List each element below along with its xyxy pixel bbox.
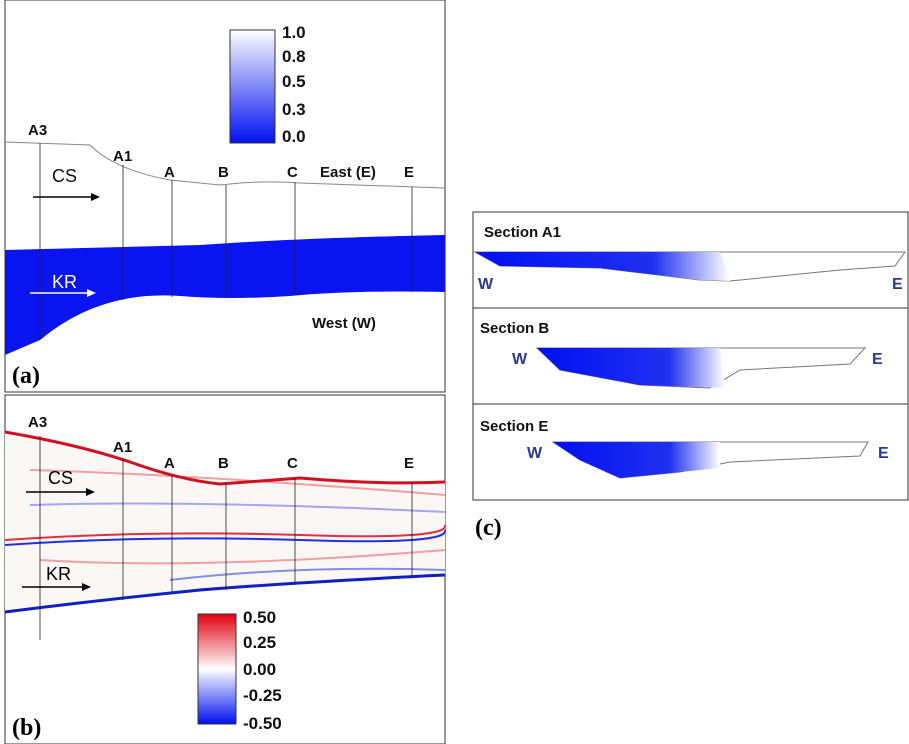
colorbar-label: 0.25 <box>243 633 276 652</box>
colorbar-label: 0.50 <box>243 608 276 627</box>
section-label: A <box>164 455 175 472</box>
section-label: A1 <box>113 439 132 456</box>
colorbar <box>230 30 275 143</box>
colorbar-label: 0.3 <box>282 100 306 119</box>
colorbar-label: 0.0 <box>282 127 306 146</box>
section-label: A <box>164 164 175 181</box>
west-label: W <box>512 351 528 368</box>
colorbar-label: -0.50 <box>243 714 282 733</box>
east-label: E <box>872 351 883 368</box>
section-label: E <box>404 164 414 181</box>
panel-label: (c) <box>475 515 502 541</box>
section-label: A3 <box>28 414 47 431</box>
colorbar <box>198 614 236 724</box>
panel-label: (b) <box>12 715 41 741</box>
west-label: W <box>527 445 543 462</box>
section-label: C <box>287 164 298 181</box>
colorbar-label: 0.00 <box>243 660 276 679</box>
colorbar-label: -0.25 <box>243 686 282 705</box>
section-title: Section E <box>480 418 548 435</box>
figure: 1.0 0.8 0.5 0.3 0.0 A3 A1 A B C East (E) E CS KR We… <box>0 0 909 744</box>
colorbar-label: 0.8 <box>282 47 306 66</box>
panel-label: (a) <box>12 363 40 389</box>
section-label: C <box>287 455 298 472</box>
west-label: W <box>478 276 494 293</box>
flow-label: KR <box>46 564 71 584</box>
section-label: B <box>218 455 229 472</box>
flow-label: KR <box>52 272 77 292</box>
east-label: E <box>892 276 903 293</box>
flow-label: CS <box>48 468 73 488</box>
section-label: East (E) <box>320 164 376 181</box>
section-label: E <box>404 455 414 472</box>
section-label: B <box>218 164 229 181</box>
side-label: West (W) <box>312 315 376 332</box>
section-title: Section A1 <box>484 224 561 241</box>
colorbar-label: 1.0 <box>282 23 306 42</box>
section-label: A3 <box>28 122 47 139</box>
east-label: E <box>878 445 889 462</box>
section-title: Section B <box>480 320 549 337</box>
colorbar-label: 0.5 <box>282 72 306 91</box>
flow-label: CS <box>52 166 77 186</box>
section-label: A1 <box>113 148 132 165</box>
panel-a-frame <box>5 0 445 392</box>
